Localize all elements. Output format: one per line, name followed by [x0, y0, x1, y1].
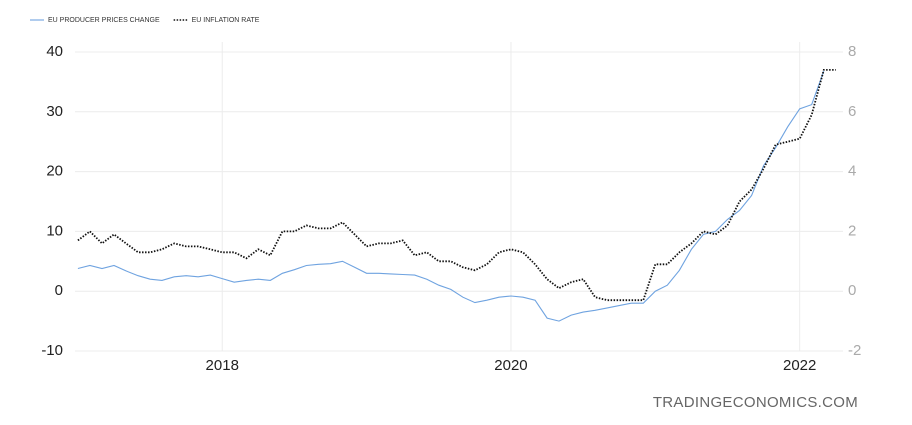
y-tick-label: -10 — [41, 342, 63, 359]
y-tick-label: 40 — [46, 43, 63, 60]
x-tick-label: 2022 — [783, 357, 816, 374]
y-tick-label: 0 — [55, 282, 63, 299]
y2-tick-label: -2 — [848, 342, 861, 359]
y2-tick-label: 8 — [848, 43, 856, 60]
y2-tick-label: 2 — [848, 222, 856, 239]
line-series — [77, 70, 825, 322]
x-tick-label: 2020 — [494, 357, 527, 374]
legend-label: EU INFLATION RATE — [192, 17, 260, 24]
x-tick-label: 2018 — [206, 357, 239, 374]
y2-tick-label: 0 — [848, 282, 856, 299]
y-tick-label: 10 — [46, 222, 63, 239]
y-tick-label: 20 — [46, 163, 63, 180]
y-tick-label: 30 — [46, 103, 63, 120]
y2-tick-label: 4 — [848, 163, 856, 180]
watermark: TRADINGECONOMICS.COM — [653, 394, 858, 411]
legend-label: EU PRODUCER PRICES CHANGE — [48, 17, 160, 24]
line-series — [77, 69, 836, 302]
y2-tick-label: 6 — [848, 103, 856, 120]
